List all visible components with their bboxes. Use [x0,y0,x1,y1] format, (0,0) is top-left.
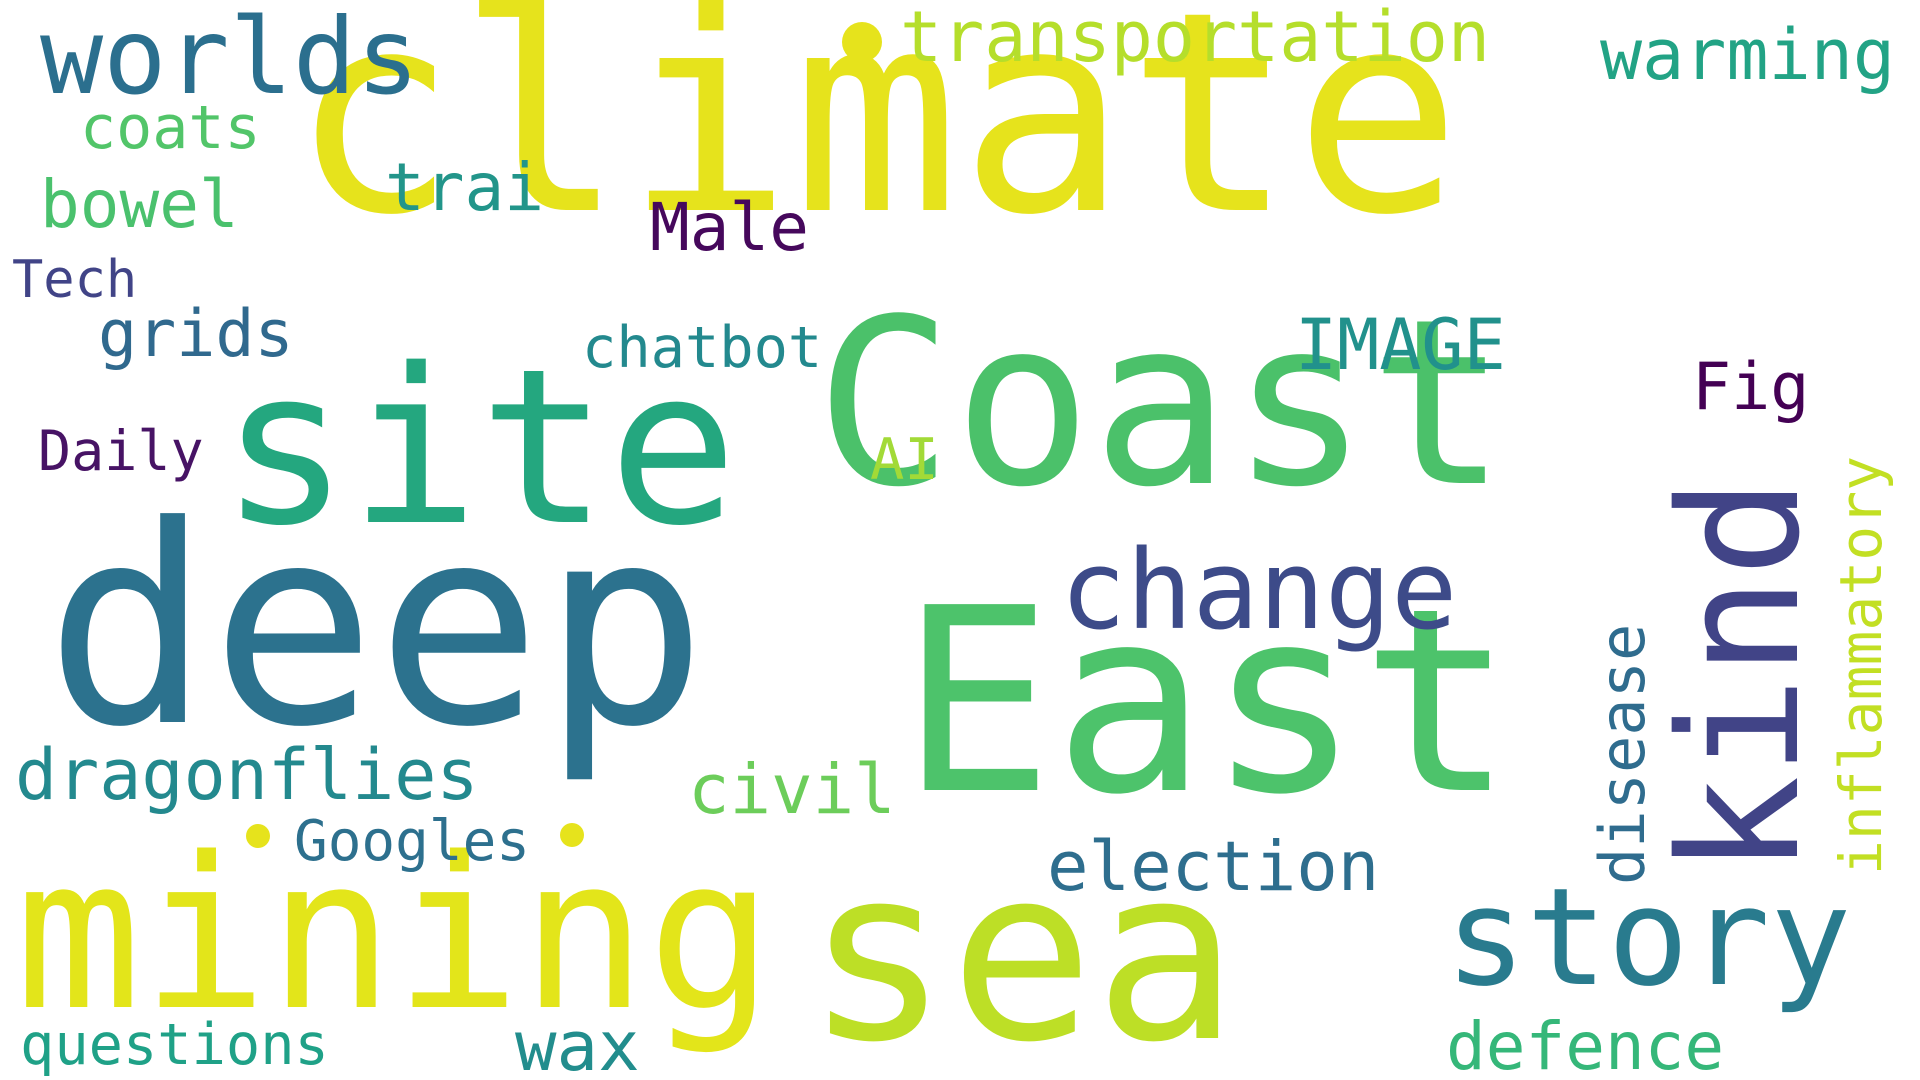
word-fig: Fig [1692,350,1810,425]
dot-mark [246,824,270,848]
word-male: Male [650,189,809,266]
word-tech: Tech [12,250,138,310]
word-change: change [1060,526,1458,654]
word-googles: Googles [294,809,531,874]
word-civil: civil [688,750,896,830]
word-inflammatory: inflammatory [1827,455,1895,875]
dot-mark [842,22,882,62]
word-coast: Coast [815,271,1508,538]
word-bowel: bowel [40,166,239,243]
word-mining: mining [15,812,774,1057]
dot-mark [560,823,584,847]
word-election: election [1047,827,1380,907]
word-sea: sea [805,815,1239,1080]
word-dragonflies: dragonflies [15,734,479,816]
word-daily: Daily [38,419,204,483]
word-warming: warming [1600,14,1896,96]
word-transportation: transportation [900,0,1491,78]
word-deep: deep [45,467,708,787]
word-questions: questions [20,1012,329,1078]
word-grids: grids [98,297,294,372]
word-ai: AI [870,427,939,493]
word-trai: trai [385,149,544,226]
word-kind: kind [1644,477,1836,875]
word-defence: defence [1446,1008,1725,1080]
word-worlds: worlds [40,0,420,118]
word-wax: wax [515,1007,640,1080]
word-disease: disease [1586,623,1659,885]
word-story: story [1445,859,1852,1016]
word-image: IMAGE [1295,304,1506,386]
word-chatbot: chatbot [582,315,823,381]
word-coats: coats [80,93,261,163]
word-site: site [220,322,738,573]
word-east: East [900,554,1515,851]
